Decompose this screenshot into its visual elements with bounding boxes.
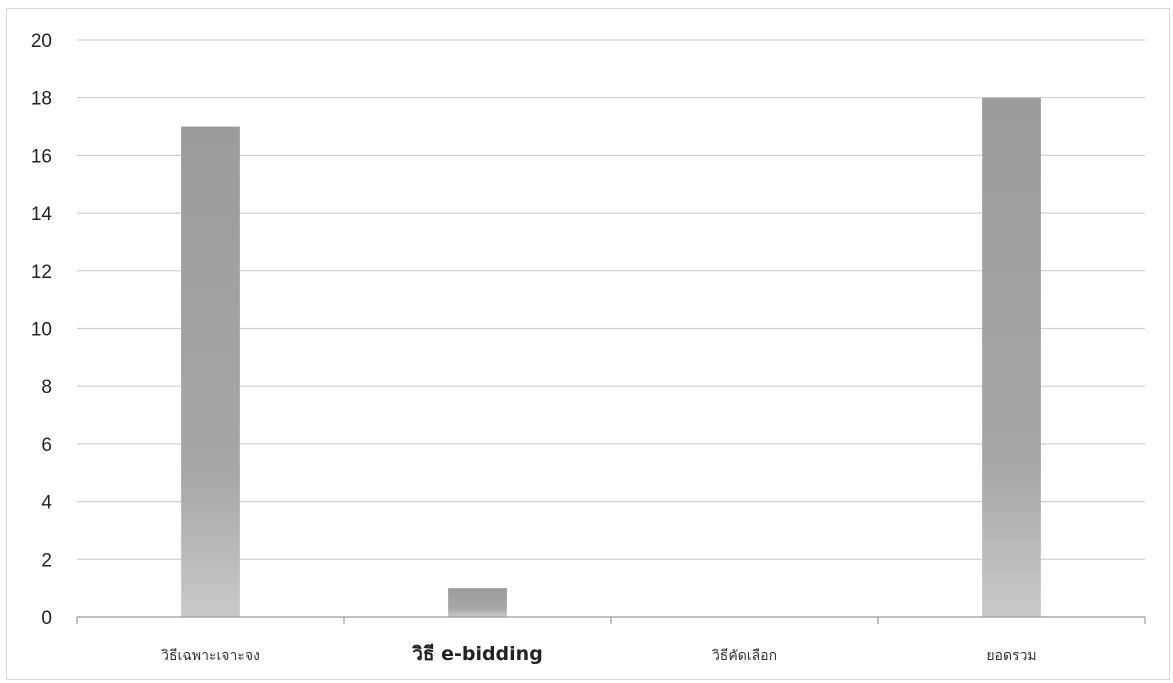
y-tick-labels: 0 2 4 6 8 10 12 14 16 18 20 xyxy=(31,31,53,629)
y-tick-label: 10 xyxy=(31,320,52,341)
y-tick-label: 6 xyxy=(41,435,52,456)
y-tick-label: 18 xyxy=(31,89,52,110)
bar xyxy=(982,97,1041,617)
y-tick-label: 16 xyxy=(31,146,52,167)
x-tick-labels: วิธีเฉพาะเจาะจง วิธี e-bidding วิธีคัดเลือ… xyxy=(161,643,1037,665)
x-tick-label: ยอดรวม xyxy=(986,648,1036,664)
y-tick-label: 14 xyxy=(31,204,53,225)
y-tick-label: 12 xyxy=(31,262,52,283)
y-tick-label: 0 xyxy=(41,608,52,629)
x-tick-label: วิธีเฉพาะเจาะจง xyxy=(161,648,260,664)
x-tick-label: วิธี e-bidding xyxy=(412,643,543,665)
y-tick-label: 20 xyxy=(31,31,52,52)
bar xyxy=(448,588,507,617)
bars xyxy=(181,97,1041,618)
bar xyxy=(181,126,240,618)
y-tick-label: 8 xyxy=(41,377,52,398)
x-tick-label: วิธีคัดเลือก xyxy=(712,648,777,664)
y-tick-label: 2 xyxy=(41,550,52,571)
axes xyxy=(76,616,1146,624)
gridlines xyxy=(77,39,1145,560)
y-tick-label: 4 xyxy=(41,493,52,514)
